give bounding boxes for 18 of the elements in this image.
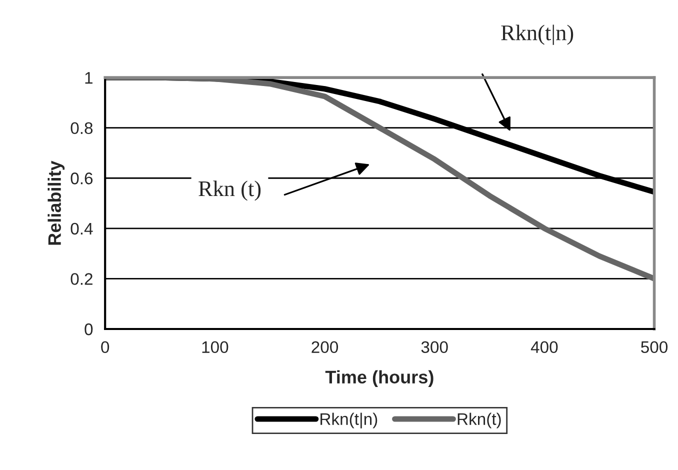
- x-tick-label: 500: [641, 341, 668, 354]
- legend-label: Rkn(t|n): [320, 412, 378, 428]
- text: Rkn(t|n): [501, 24, 574, 45]
- legend-label: Rkn(t): [458, 412, 501, 428]
- x-tick-label: 100: [202, 341, 228, 354]
- y-tick-label: 0.8: [70, 122, 93, 134]
- y-tick-label: 1: [85, 72, 92, 84]
- y-tick-label: 0.2: [70, 273, 92, 285]
- annotation: Rkn (t): [198, 180, 261, 201]
- x-tick-label: 400: [530, 341, 558, 354]
- x-axis-title: Time (hours): [325, 370, 434, 388]
- x-tick-label: 300: [421, 341, 448, 354]
- y-tick-label: 0.4: [70, 222, 93, 235]
- x-tick-label: 0: [101, 341, 110, 354]
- y-axis-title: Reliability: [48, 160, 65, 245]
- y-tick-label: 0: [84, 323, 93, 336]
- y-tick-label: 0.6: [70, 172, 93, 184]
- x-tick-label: 200: [312, 341, 338, 354]
